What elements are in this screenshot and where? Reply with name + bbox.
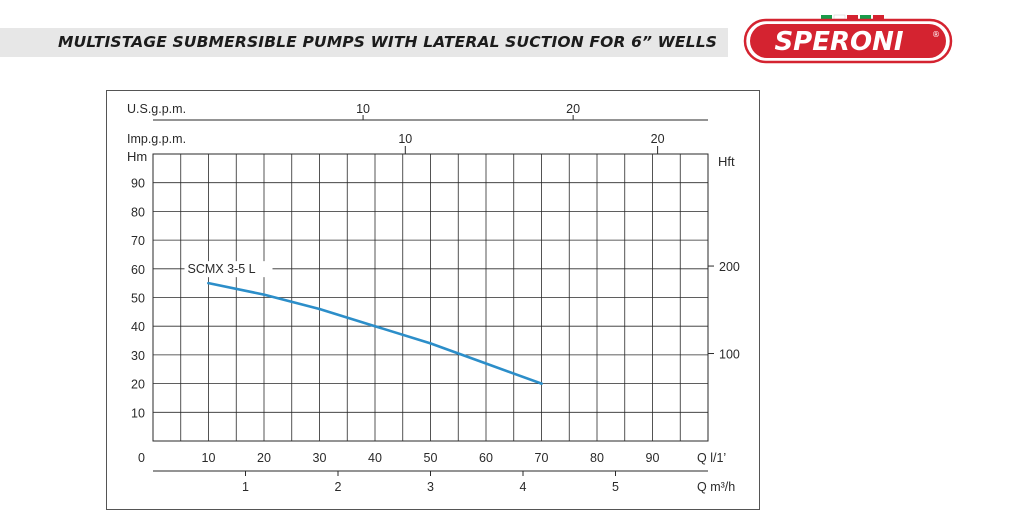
series-label: SCMX 3-5 L <box>188 262 256 276</box>
pump-performance-chart: Hm 10 20 30 40 50 60 70 80 90 Hft 100 200 0 10 20 30 40 50… <box>106 90 760 510</box>
right-axis-tick-label: 200 <box>719 260 740 274</box>
data-point <box>484 362 488 365</box>
x-axis-tick-label: 50 <box>424 451 438 465</box>
m3h-axis-tick-label: 4 <box>520 480 527 494</box>
left-axis-title: Hm <box>127 149 147 164</box>
right-axis-tick-label: 100 <box>719 348 740 362</box>
impgpm-axis-tick-label: 10 <box>398 132 412 146</box>
x-axis-tick-label: 20 <box>257 451 271 465</box>
left-axis-tick-label: 30 <box>131 349 145 363</box>
data-point <box>207 281 210 285</box>
speroni-logo: SPERONI ® <box>743 14 953 64</box>
left-axis-tick-label: 20 <box>131 378 145 392</box>
header-band <box>0 28 728 57</box>
left-axis-tick-label: 70 <box>131 234 145 248</box>
left-axis-tick-label: 40 <box>131 320 145 334</box>
m3h-axis-tick-label: 2 <box>335 480 342 494</box>
x-axis-origin-label: 0 <box>138 451 145 465</box>
impgpm-axis-tick-label: 20 <box>651 132 665 146</box>
m3h-axis-tick-label: 5 <box>612 480 619 494</box>
m3h-axis-tick-label: 1 <box>242 480 249 494</box>
data-point <box>373 324 377 328</box>
left-axis-tick-label: 80 <box>131 205 145 219</box>
data-point <box>429 342 432 345</box>
m3h-axis-title: Q m³/h <box>697 480 735 494</box>
data-point <box>262 293 266 296</box>
brand-logo-text: SPERONI <box>774 27 903 57</box>
chart-frame <box>106 90 760 510</box>
data-point <box>540 382 543 385</box>
brand-registered-mark: ® <box>932 30 940 39</box>
x-axis-tick-label: 60 <box>479 451 493 465</box>
x-axis-tick-label: 30 <box>313 451 327 465</box>
x-axis-tick-label: 10 <box>202 451 216 465</box>
left-axis-tick-label: 50 <box>131 292 145 306</box>
m3h-axis-tick-label: 3 <box>427 480 434 494</box>
usgpm-axis-tick-label: 20 <box>566 102 580 116</box>
x-axis-tick-label: 70 <box>535 451 549 465</box>
impgpm-axis-title: Imp.g.p.m. <box>127 132 186 146</box>
page-title: MULTISTAGE SUBMERSIBLE PUMPS WITH LATERA… <box>58 33 718 51</box>
x-axis-title: Q l/1’ <box>697 451 726 465</box>
usgpm-axis-title: U.S.g.p.m. <box>127 102 186 116</box>
left-axis-tick-label: 90 <box>131 177 145 191</box>
right-axis-title: Hft <box>718 154 735 169</box>
x-axis-tick-label: 90 <box>646 451 660 465</box>
usgpm-axis-tick-label: 10 <box>356 102 370 116</box>
left-axis-tick-label: 60 <box>131 263 145 277</box>
series-label-backing <box>184 261 273 278</box>
data-point <box>318 307 321 311</box>
x-axis-tick-label: 80 <box>590 451 604 465</box>
x-axis-tick-label: 40 <box>368 451 382 465</box>
left-axis-tick-label: 10 <box>131 406 145 420</box>
